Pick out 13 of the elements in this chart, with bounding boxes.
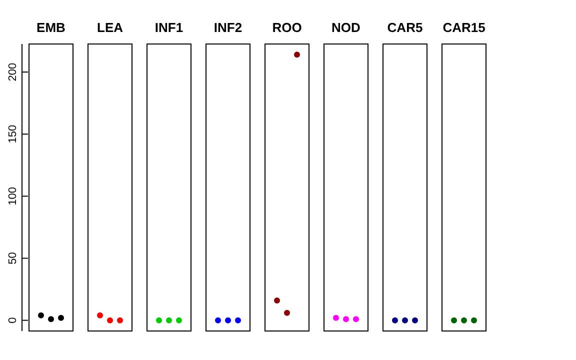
x-tick-label: LEA	[97, 20, 124, 35]
x-tick-label: EMB	[36, 20, 66, 35]
x-tick-label: CAR5	[387, 20, 423, 35]
x-tick-label: NOD	[332, 20, 360, 35]
x-tick-label: ROO	[272, 20, 302, 35]
y-tick-label: 100	[7, 187, 19, 206]
y-tick-label: 150	[7, 124, 19, 144]
y-tick-label: 50	[7, 252, 19, 264]
x-tick-label: INF2	[214, 20, 242, 35]
y-tick-label: 200	[7, 62, 19, 82]
x-tick-label: CAR15	[442, 20, 486, 35]
x-tick-label: INF1	[154, 20, 184, 35]
y-tick-label: 0	[7, 317, 19, 324]
